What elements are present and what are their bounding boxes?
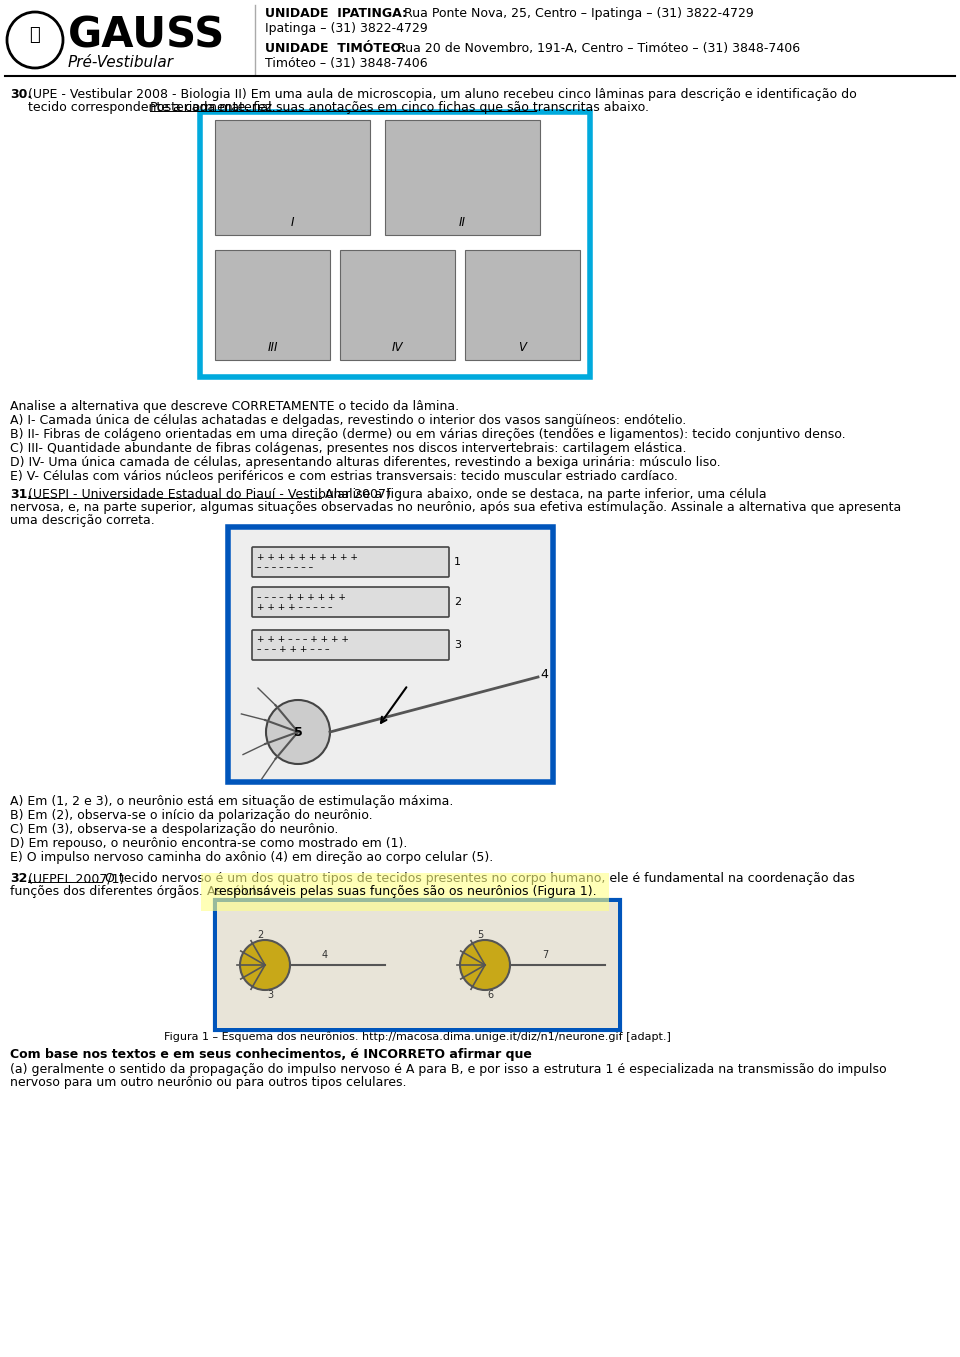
FancyBboxPatch shape <box>252 588 449 617</box>
Text: Ipatinga – (31) 3822-4729: Ipatinga – (31) 3822-4729 <box>265 22 428 35</box>
FancyBboxPatch shape <box>252 630 449 660</box>
Text: nervoso para um outro neurônio ou para outros tipos celulares.: nervoso para um outro neurônio ou para o… <box>10 1076 406 1090</box>
Text: Analise a figura abaixo, onde se destaca, na parte inferior, uma célula: Analise a figura abaixo, onde se destaca… <box>321 489 766 501</box>
Bar <box>217 902 618 1029</box>
Text: Rua 20 de Novembro, 191-A, Centro – Timóteo – (31) 3848-7406: Rua 20 de Novembro, 191-A, Centro – Timó… <box>393 42 800 56</box>
Text: UNIDADE  IPATINGA:: UNIDADE IPATINGA: <box>265 7 407 20</box>
Bar <box>385 119 540 235</box>
Text: 7: 7 <box>541 950 548 959</box>
Text: E) O impulso nervoso caminha do axônio (4) em direção ao corpo celular (5).: E) O impulso nervoso caminha do axônio (… <box>10 851 493 864</box>
Text: + + + + + + + + + +: + + + + + + + + + + <box>257 552 358 562</box>
Text: 4: 4 <box>322 950 328 959</box>
Text: Analise a alternativa que descreve CORRETAMENTE o tecido da lâmina.: Analise a alternativa que descreve CORRE… <box>10 400 459 413</box>
Bar <box>465 250 580 360</box>
Text: C) III- Quantidade abundante de fibras colágenas, presentes nos discos intervert: C) III- Quantidade abundante de fibras c… <box>10 442 686 455</box>
Text: 3: 3 <box>267 991 273 1000</box>
Bar <box>228 527 553 782</box>
Text: 2: 2 <box>257 930 263 940</box>
Text: – – – + + + – – –: – – – + + + – – – <box>257 646 329 654</box>
Text: II: II <box>459 216 466 229</box>
Text: uma descrição correta.: uma descrição correta. <box>10 514 155 527</box>
Text: 30.: 30. <box>10 88 32 100</box>
Text: + + + – – – + + + +: + + + – – – + + + + <box>257 635 348 645</box>
Bar <box>200 113 590 377</box>
Text: III: III <box>267 341 277 354</box>
Text: tecido correspondente a cada material.: tecido correspondente a cada material. <box>28 100 279 114</box>
Bar <box>231 531 550 779</box>
Text: A) Em (1, 2 e 3), o neurônio está em situação de estimulação máxima.: A) Em (1, 2 e 3), o neurônio está em sit… <box>10 795 453 807</box>
Text: D) Em repouso, o neurônio encontra-se como mostrado em (1).: D) Em repouso, o neurônio encontra-se co… <box>10 837 407 849</box>
Text: (UESPI - Universidade Estadual do Piauí - Vestibular 2007): (UESPI - Universidade Estadual do Piauí … <box>28 489 391 501</box>
Text: V: V <box>518 341 526 354</box>
Text: A) I- Camada única de células achatadas e delgadas, revestindo o interior dos va: A) I- Camada única de células achatadas … <box>10 414 686 427</box>
Text: 1: 1 <box>454 556 461 567</box>
Text: 32.: 32. <box>10 873 32 885</box>
Text: responsáveis pelas suas funções são os neurônios (Figura 1).: responsáveis pelas suas funções são os n… <box>214 885 596 898</box>
Text: IV: IV <box>392 341 403 354</box>
FancyBboxPatch shape <box>252 547 449 577</box>
Text: 6: 6 <box>487 991 493 1000</box>
Text: Figura 1 – Esquema dos neurônios. http://macosa.dima.unige.it/diz/n1/neurone.gif: Figura 1 – Esquema dos neurônios. http:/… <box>164 1033 671 1042</box>
Text: – – – – + + + + + +: – – – – + + + + + + <box>257 593 346 601</box>
Text: C) Em (3), observa-se a despolarização do neurônio.: C) Em (3), observa-se a despolarização d… <box>10 822 338 836</box>
Text: 🏃: 🏃 <box>30 26 40 43</box>
Text: E) V- Células com vários núcleos periféricos e com estrias transversais: tecido : E) V- Células com vários núcleos perifér… <box>10 470 678 483</box>
Circle shape <box>240 940 290 991</box>
Text: D) IV- Uma única camada de células, apresentando alturas diferentes, revestindo : D) IV- Uma única camada de células, apre… <box>10 456 721 470</box>
Text: – – – – – – – –: – – – – – – – – <box>257 563 313 571</box>
Circle shape <box>7 12 63 68</box>
Bar <box>215 900 620 1030</box>
Text: 5: 5 <box>294 726 302 738</box>
Circle shape <box>460 940 510 991</box>
Circle shape <box>266 700 330 764</box>
Text: Posteriormente, fez suas anotações em cinco fichas que são transcritas abaixo.: Posteriormente, fez suas anotações em ci… <box>150 100 649 114</box>
Text: + + + + – – – – –: + + + + – – – – – <box>257 603 332 612</box>
Text: Com base nos textos e em seus conhecimentos, é INCORRETO afirmar que: Com base nos textos e em seus conhecimen… <box>10 1048 532 1061</box>
Text: UNIDADE  TIMÓTEO:: UNIDADE TIMÓTEO: <box>265 42 406 56</box>
Text: (a) geralmente o sentido da propagação do impulso nervoso é A para B, e por isso: (a) geralmente o sentido da propagação d… <box>10 1063 887 1076</box>
Text: 31.: 31. <box>10 489 32 501</box>
Text: 5: 5 <box>477 930 483 940</box>
Text: B) II- Fibras de colágeno orientadas em uma direção (derme) ou em várias direçõe: B) II- Fibras de colágeno orientadas em … <box>10 427 846 441</box>
Bar <box>215 119 370 235</box>
Text: Timóteo – (31) 3848-7406: Timóteo – (31) 3848-7406 <box>265 57 427 71</box>
Text: B) Em (2), observa-se o início da polarização do neurônio.: B) Em (2), observa-se o início da polari… <box>10 809 372 822</box>
Text: nervosa, e, na parte superior, algumas situações observadas no neurônio, após su: nervosa, e, na parte superior, algumas s… <box>10 501 901 514</box>
Bar <box>340 250 455 360</box>
Text: 4: 4 <box>540 669 548 681</box>
Text: Rua Ponte Nova, 25, Centro – Ipatinga – (31) 3822-4729: Rua Ponte Nova, 25, Centro – Ipatinga – … <box>400 7 754 20</box>
Text: funções dos diferentes órgãos. As células: funções dos diferentes órgãos. As célula… <box>10 885 274 898</box>
Text: O tecido nervoso é um dos quatro tipos de tecidos presentes no corpo humano, ele: O tecido nervoso é um dos quatro tipos d… <box>101 873 854 885</box>
Text: GAUSS: GAUSS <box>68 15 226 57</box>
Text: 3: 3 <box>454 641 461 650</box>
Bar <box>215 250 330 360</box>
Text: I: I <box>291 216 295 229</box>
Text: 2: 2 <box>454 597 461 607</box>
Text: (UFPEL 2007/1): (UFPEL 2007/1) <box>28 873 125 885</box>
Text: (UPE - Vestibular 2008 - Biologia II) Em uma aula de microscopia, um aluno receb: (UPE - Vestibular 2008 - Biologia II) Em… <box>28 88 856 100</box>
Text: Pré-Vestibular: Pré-Vestibular <box>68 56 174 71</box>
